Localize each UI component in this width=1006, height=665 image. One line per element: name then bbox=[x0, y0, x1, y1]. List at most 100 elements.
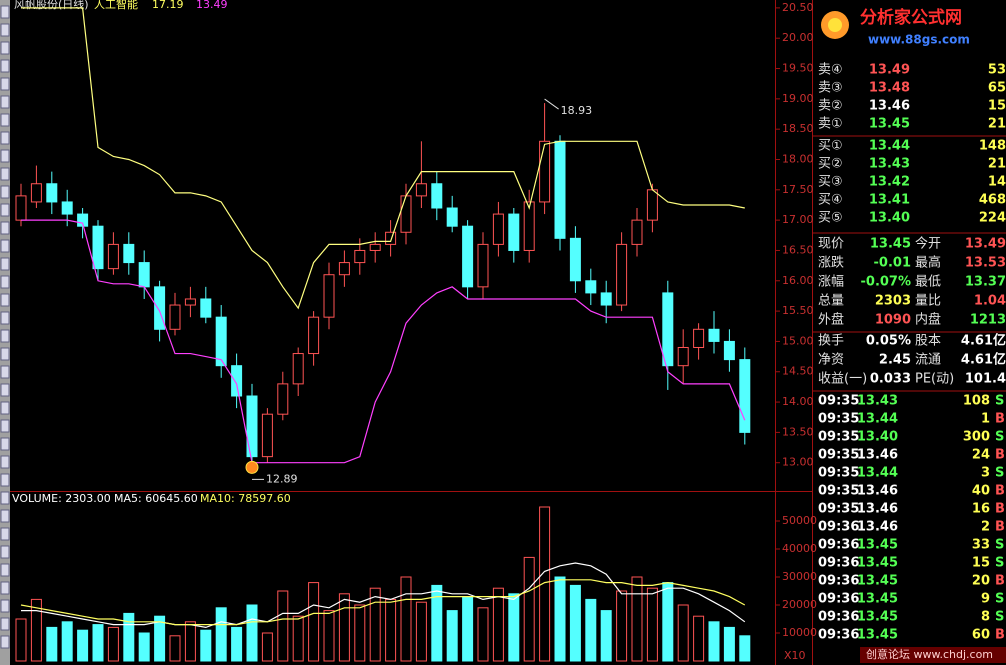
volume-bar bbox=[708, 621, 720, 662]
order-price: 13.42 bbox=[869, 175, 910, 190]
order-label: 卖③ bbox=[818, 81, 843, 96]
trade-price: 13.44 bbox=[857, 412, 898, 427]
order-label: 买④ bbox=[818, 193, 843, 208]
volume-bar bbox=[154, 615, 166, 662]
annotation: 18.93 bbox=[561, 104, 593, 117]
trade-side: B bbox=[995, 412, 1005, 427]
trade-time: 09:36 bbox=[818, 610, 859, 625]
order-volume: 21 bbox=[988, 117, 1006, 132]
volume-bar bbox=[308, 582, 320, 662]
info-value: -0.07% bbox=[861, 275, 912, 290]
volume-bar bbox=[385, 598, 397, 662]
trade-volume: 300 bbox=[963, 430, 990, 445]
candle-body bbox=[46, 183, 58, 203]
info-label: 股本 bbox=[915, 334, 941, 349]
candle-body bbox=[600, 292, 612, 306]
candle-body bbox=[154, 286, 166, 330]
toolbar-icon bbox=[0, 23, 10, 37]
info-value: 4.61亿 bbox=[961, 352, 1006, 368]
volume-bar bbox=[631, 576, 643, 662]
toolbar-icon bbox=[0, 131, 10, 145]
info-label: 涨跌 bbox=[818, 255, 844, 271]
trade-time: 09:36 bbox=[818, 574, 859, 589]
info-label: 收益(一) bbox=[818, 372, 867, 387]
toolbar-icon bbox=[0, 491, 10, 505]
trade-side: S bbox=[995, 592, 1004, 607]
candle-body bbox=[585, 280, 597, 294]
order-volume: 21 bbox=[988, 157, 1006, 172]
toolbar-icon bbox=[0, 527, 10, 541]
candle-body bbox=[677, 346, 689, 367]
volume-bar bbox=[123, 612, 135, 662]
indicator-name: 人工智能 bbox=[94, 0, 138, 11]
candle-body bbox=[739, 359, 751, 433]
toolbar-icon bbox=[0, 581, 10, 595]
annotation-arrow bbox=[544, 98, 559, 110]
trade-volume: 16 bbox=[972, 502, 990, 517]
candle-body bbox=[292, 353, 304, 385]
candle-body bbox=[123, 243, 135, 264]
watermark-text: 创意论坛 www.chdj.com bbox=[866, 647, 993, 661]
volume-bar bbox=[323, 610, 335, 662]
info-label: 净资 bbox=[818, 353, 844, 368]
order-volume: 53 bbox=[988, 63, 1006, 78]
info-label: 现价 bbox=[818, 237, 844, 252]
toolbar-icon bbox=[0, 617, 10, 631]
volume-bar bbox=[354, 604, 366, 662]
trade-price: 13.45 bbox=[857, 538, 898, 553]
order-price: 13.48 bbox=[869, 81, 910, 96]
toolbar-icon bbox=[0, 185, 10, 199]
info-value: 1090 bbox=[875, 313, 911, 328]
volume-bar bbox=[277, 590, 289, 662]
volume-bar bbox=[431, 584, 443, 662]
volume-bar bbox=[569, 584, 581, 662]
toolbar-icon bbox=[0, 473, 10, 487]
volume-bar bbox=[539, 506, 551, 662]
watermark-box bbox=[860, 647, 1006, 663]
volume-bar bbox=[415, 601, 427, 662]
y-tick-label: 13.00 bbox=[782, 456, 814, 469]
candle-body bbox=[231, 365, 243, 397]
trade-volume: 24 bbox=[972, 448, 990, 463]
candle-body bbox=[77, 213, 89, 227]
candle-body bbox=[338, 262, 350, 276]
y-tick-label: 14.50 bbox=[782, 365, 814, 378]
info-value: 1.04 bbox=[974, 294, 1006, 309]
order-price: 13.44 bbox=[869, 139, 910, 154]
candle-body bbox=[277, 383, 289, 415]
candle-body bbox=[15, 195, 27, 221]
info-label: 总量 bbox=[818, 294, 844, 309]
volume-bar bbox=[585, 598, 597, 662]
info-value: 13.49 bbox=[965, 237, 1006, 252]
candle-body bbox=[246, 395, 258, 458]
info-label: 外盘 bbox=[818, 312, 844, 328]
candle-body bbox=[369, 243, 381, 251]
info-value: 0.05% bbox=[866, 334, 911, 349]
order-price: 13.46 bbox=[869, 99, 910, 114]
toolbar-icon bbox=[0, 113, 10, 127]
candle-body bbox=[508, 213, 520, 251]
candle-body bbox=[693, 328, 705, 348]
candle-body bbox=[415, 183, 427, 197]
y-tick-label: 10000 bbox=[782, 626, 817, 639]
trade-volume: 108 bbox=[963, 394, 990, 409]
trade-volume: 1 bbox=[981, 412, 990, 427]
info-value: 13.37 bbox=[965, 275, 1006, 290]
volume-title: MA5: 60645.60 bbox=[114, 492, 198, 505]
trade-side: S bbox=[995, 610, 1004, 625]
toolbar-icon bbox=[0, 437, 10, 451]
volume-bar bbox=[338, 593, 350, 662]
volume-bar bbox=[107, 626, 119, 662]
candle-body bbox=[61, 201, 73, 215]
toolbar-icon bbox=[0, 563, 10, 577]
candle-body bbox=[539, 140, 551, 203]
candle-body bbox=[446, 207, 458, 227]
trade-volume: 60 bbox=[972, 628, 990, 643]
trade-time: 09:35 bbox=[818, 394, 859, 409]
logo-url: www.88gs.com bbox=[868, 33, 970, 47]
candle-body bbox=[169, 304, 181, 330]
info-value: 2303 bbox=[875, 294, 911, 309]
trade-volume: 33 bbox=[972, 538, 990, 553]
info-label: 流通 bbox=[915, 353, 941, 368]
order-price: 13.43 bbox=[869, 157, 910, 172]
